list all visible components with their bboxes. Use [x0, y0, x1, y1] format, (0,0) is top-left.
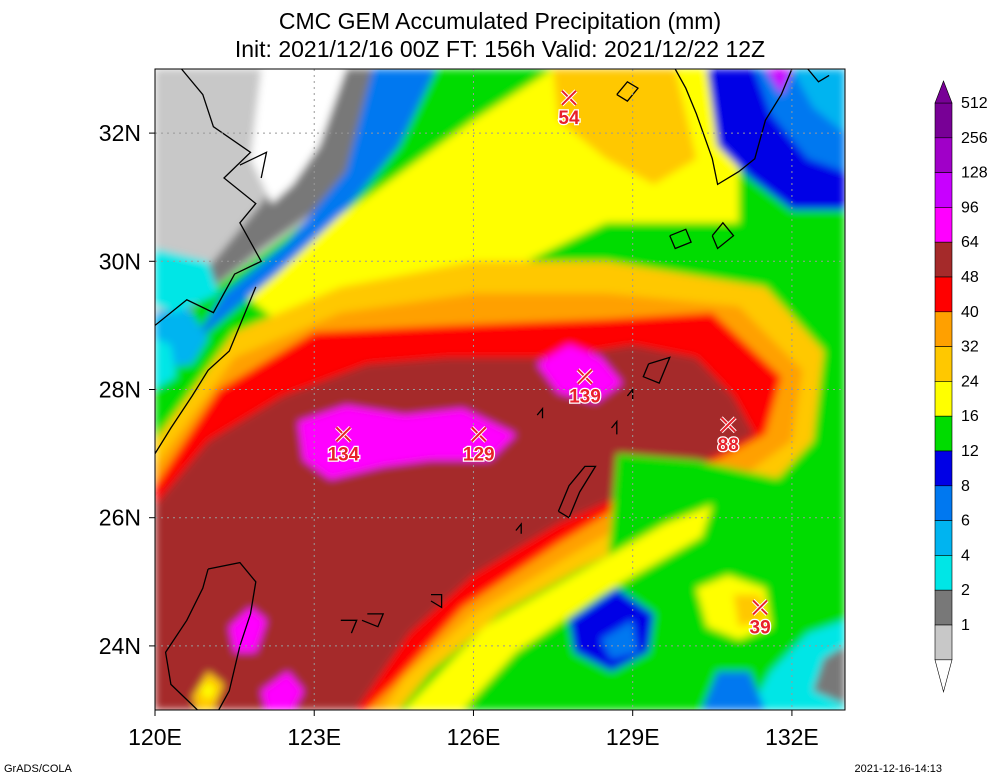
coastline	[430, 593, 443, 609]
coastline	[626, 387, 634, 400]
precip-region	[813, 645, 845, 704]
maximum-value: 134	[328, 444, 360, 465]
coastline	[164, 561, 257, 710]
coastline	[616, 80, 639, 102]
coastline	[155, 286, 257, 454]
precip-region	[155, 248, 219, 313]
colorbar-label: 8	[961, 478, 970, 495]
colorbar-swatch	[934, 415, 953, 452]
maximum-marker: 134	[326, 425, 361, 467]
colorbar-swatch	[934, 520, 953, 556]
colorbar-label: 4	[961, 547, 970, 564]
y-tick-label: 32N	[99, 120, 141, 146]
colorbar-label: 256	[961, 130, 988, 147]
maximum-marker: 129	[462, 425, 496, 467]
coastline	[361, 613, 385, 628]
maximum-value: 139	[569, 387, 601, 408]
maxima-markers: 54 134 129 139 88 39	[326, 89, 772, 640]
coastlines	[155, 69, 830, 710]
coastline	[536, 406, 544, 419]
colorbar-swatch	[934, 555, 953, 591]
maximum-marker: 54	[557, 89, 581, 130]
colorbar-top-arrow	[934, 80, 953, 104]
colorbar-label: 96	[961, 199, 979, 216]
maximum-value: 88	[718, 435, 739, 456]
colorbar-swatch	[934, 381, 953, 417]
colorbar-label: 24	[961, 373, 979, 390]
precip-region	[250, 69, 347, 204]
coastline	[340, 619, 358, 634]
footer-timestamp: 2021-12-16-14:13	[854, 763, 942, 775]
colorbar-swatch	[934, 137, 953, 173]
maximum-marker: 139	[568, 368, 602, 409]
coastline	[610, 419, 618, 435]
colorbar-label: 12	[961, 443, 979, 460]
precip-region	[261, 671, 304, 710]
y-tick-label: 24N	[99, 633, 141, 659]
colorbar-label: 40	[961, 304, 979, 321]
colorbar-label: 64	[961, 234, 979, 251]
precip-region	[186, 69, 437, 351]
coastline	[642, 356, 671, 384]
y-tick-label: 28N	[99, 377, 141, 403]
colorbar-swatch	[934, 346, 953, 382]
colorbar-swatch	[934, 624, 953, 661]
footer-software-label: GrADS/COLA	[4, 763, 72, 775]
precip-region	[765, 69, 792, 95]
colorbar-swatch	[934, 589, 953, 626]
y-tick-label: 26N	[99, 505, 141, 531]
x-tick-label: 123E	[287, 724, 341, 750]
precipitation-field	[155, 69, 845, 710]
colorbar-swatch	[934, 485, 953, 521]
precip-region	[200, 681, 216, 701]
x-tick-label: 120E	[128, 724, 182, 750]
precip-region	[404, 504, 713, 710]
chart-title: CMC GEM Accumulated Precipitation (mm)	[278, 8, 722, 34]
maximum-value: 129	[463, 444, 495, 465]
coastline	[807, 69, 830, 83]
chart-subtitle: Init: 2021/12/16 00Z FT: 156h Valid: 202…	[234, 36, 766, 62]
coastline	[674, 69, 793, 186]
colorbar-swatch	[934, 241, 953, 278]
precip-region	[701, 671, 766, 710]
precip-region	[553, 69, 697, 185]
x-tick-label: 129E	[606, 724, 660, 750]
maximum-value: 39	[750, 617, 771, 638]
colorbar-swatch	[934, 172, 953, 208]
coastline	[155, 69, 263, 326]
colorbar-swatch	[934, 311, 953, 347]
precip-region	[600, 620, 638, 659]
colorbar-label: 48	[961, 269, 979, 286]
colorbar-label: 16	[961, 408, 979, 425]
maximum-marker: 39	[748, 599, 772, 640]
precip-region	[229, 607, 267, 653]
colorbar-label: 512	[961, 95, 988, 112]
precip-region	[298, 405, 516, 480]
precip-region	[155, 338, 177, 390]
colorbar-label: 2	[961, 582, 970, 599]
coastline	[669, 228, 692, 250]
colorbar-swatch	[934, 450, 953, 487]
colorbar-swatch	[934, 102, 953, 139]
grid-lines	[155, 69, 845, 710]
maximum-marker: 88	[716, 416, 740, 457]
x-tick-label: 126E	[447, 724, 501, 750]
colorbar-bottom-arrow	[934, 659, 953, 693]
x-tick-label: 132E	[765, 724, 819, 750]
colorbar-swatch	[934, 276, 953, 313]
colorbar-label: 1	[961, 617, 970, 634]
colorbar-label: 6	[961, 513, 970, 530]
coastline	[239, 151, 268, 179]
coastline	[515, 522, 522, 534]
colorbar-label: 32	[961, 339, 979, 356]
colorbar-swatch	[934, 207, 953, 243]
precip-region	[791, 69, 845, 134]
axes: 120E 123E 126E 129E 132E 24N 26N 28N 30N 32N	[99, 120, 819, 750]
y-tick-label: 30N	[99, 248, 141, 274]
coastline	[711, 221, 735, 250]
maximum-value: 54	[558, 108, 580, 129]
colorbar-label: 128	[961, 165, 988, 182]
